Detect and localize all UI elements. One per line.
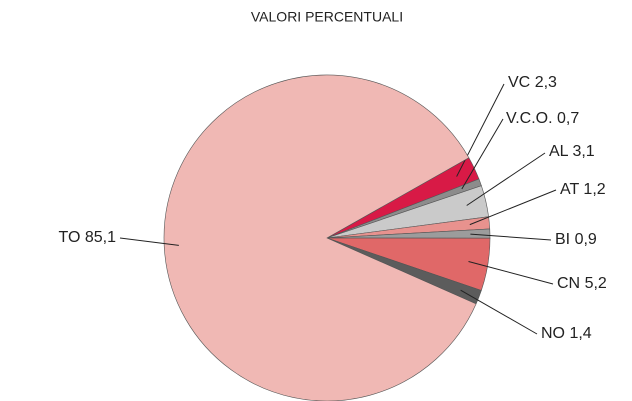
- leader-line: [119, 237, 179, 246]
- category-label: CN: [557, 275, 580, 292]
- slice-label: V.C.O. 0,7: [506, 110, 579, 127]
- leader-line: [460, 289, 538, 335]
- value-label: 3,1: [572, 143, 594, 160]
- value-label: 0,9: [575, 231, 597, 248]
- slice-label: AL 3,1: [549, 143, 595, 160]
- value-label: 2,3: [535, 74, 557, 91]
- slice-label: AT 1,2: [560, 181, 606, 198]
- leader-line: [461, 118, 504, 190]
- category-label: NO: [541, 325, 565, 342]
- chart-title: VALORI PERCENTUALI: [251, 9, 403, 25]
- category-label: BI: [555, 231, 570, 248]
- value-label: 5,2: [585, 275, 607, 292]
- pie-slice: [163, 74, 477, 401]
- leader-line: [466, 152, 546, 206]
- value-label: 85,1: [85, 229, 116, 246]
- category-label: AL: [549, 143, 569, 160]
- category-label: AT: [560, 181, 579, 198]
- leader-line: [468, 260, 554, 285]
- value-label: 1,4: [569, 325, 591, 342]
- leader-line: [456, 83, 505, 177]
- slice-label: TO 85,1: [58, 229, 116, 246]
- value-label: 0,7: [557, 110, 579, 127]
- value-label: 1,2: [583, 181, 605, 198]
- category-label: V.C.O.: [506, 110, 553, 127]
- slice-label: BI 0,9: [555, 231, 597, 248]
- category-label: VC: [508, 74, 530, 91]
- slice-label: CN 5,2: [557, 275, 607, 292]
- leader-line: [469, 189, 557, 226]
- slice-label: VC 2,3: [508, 74, 557, 91]
- leader-line: [470, 233, 552, 241]
- category-label: TO: [58, 229, 80, 246]
- slice-label: NO 1,4: [541, 325, 592, 342]
